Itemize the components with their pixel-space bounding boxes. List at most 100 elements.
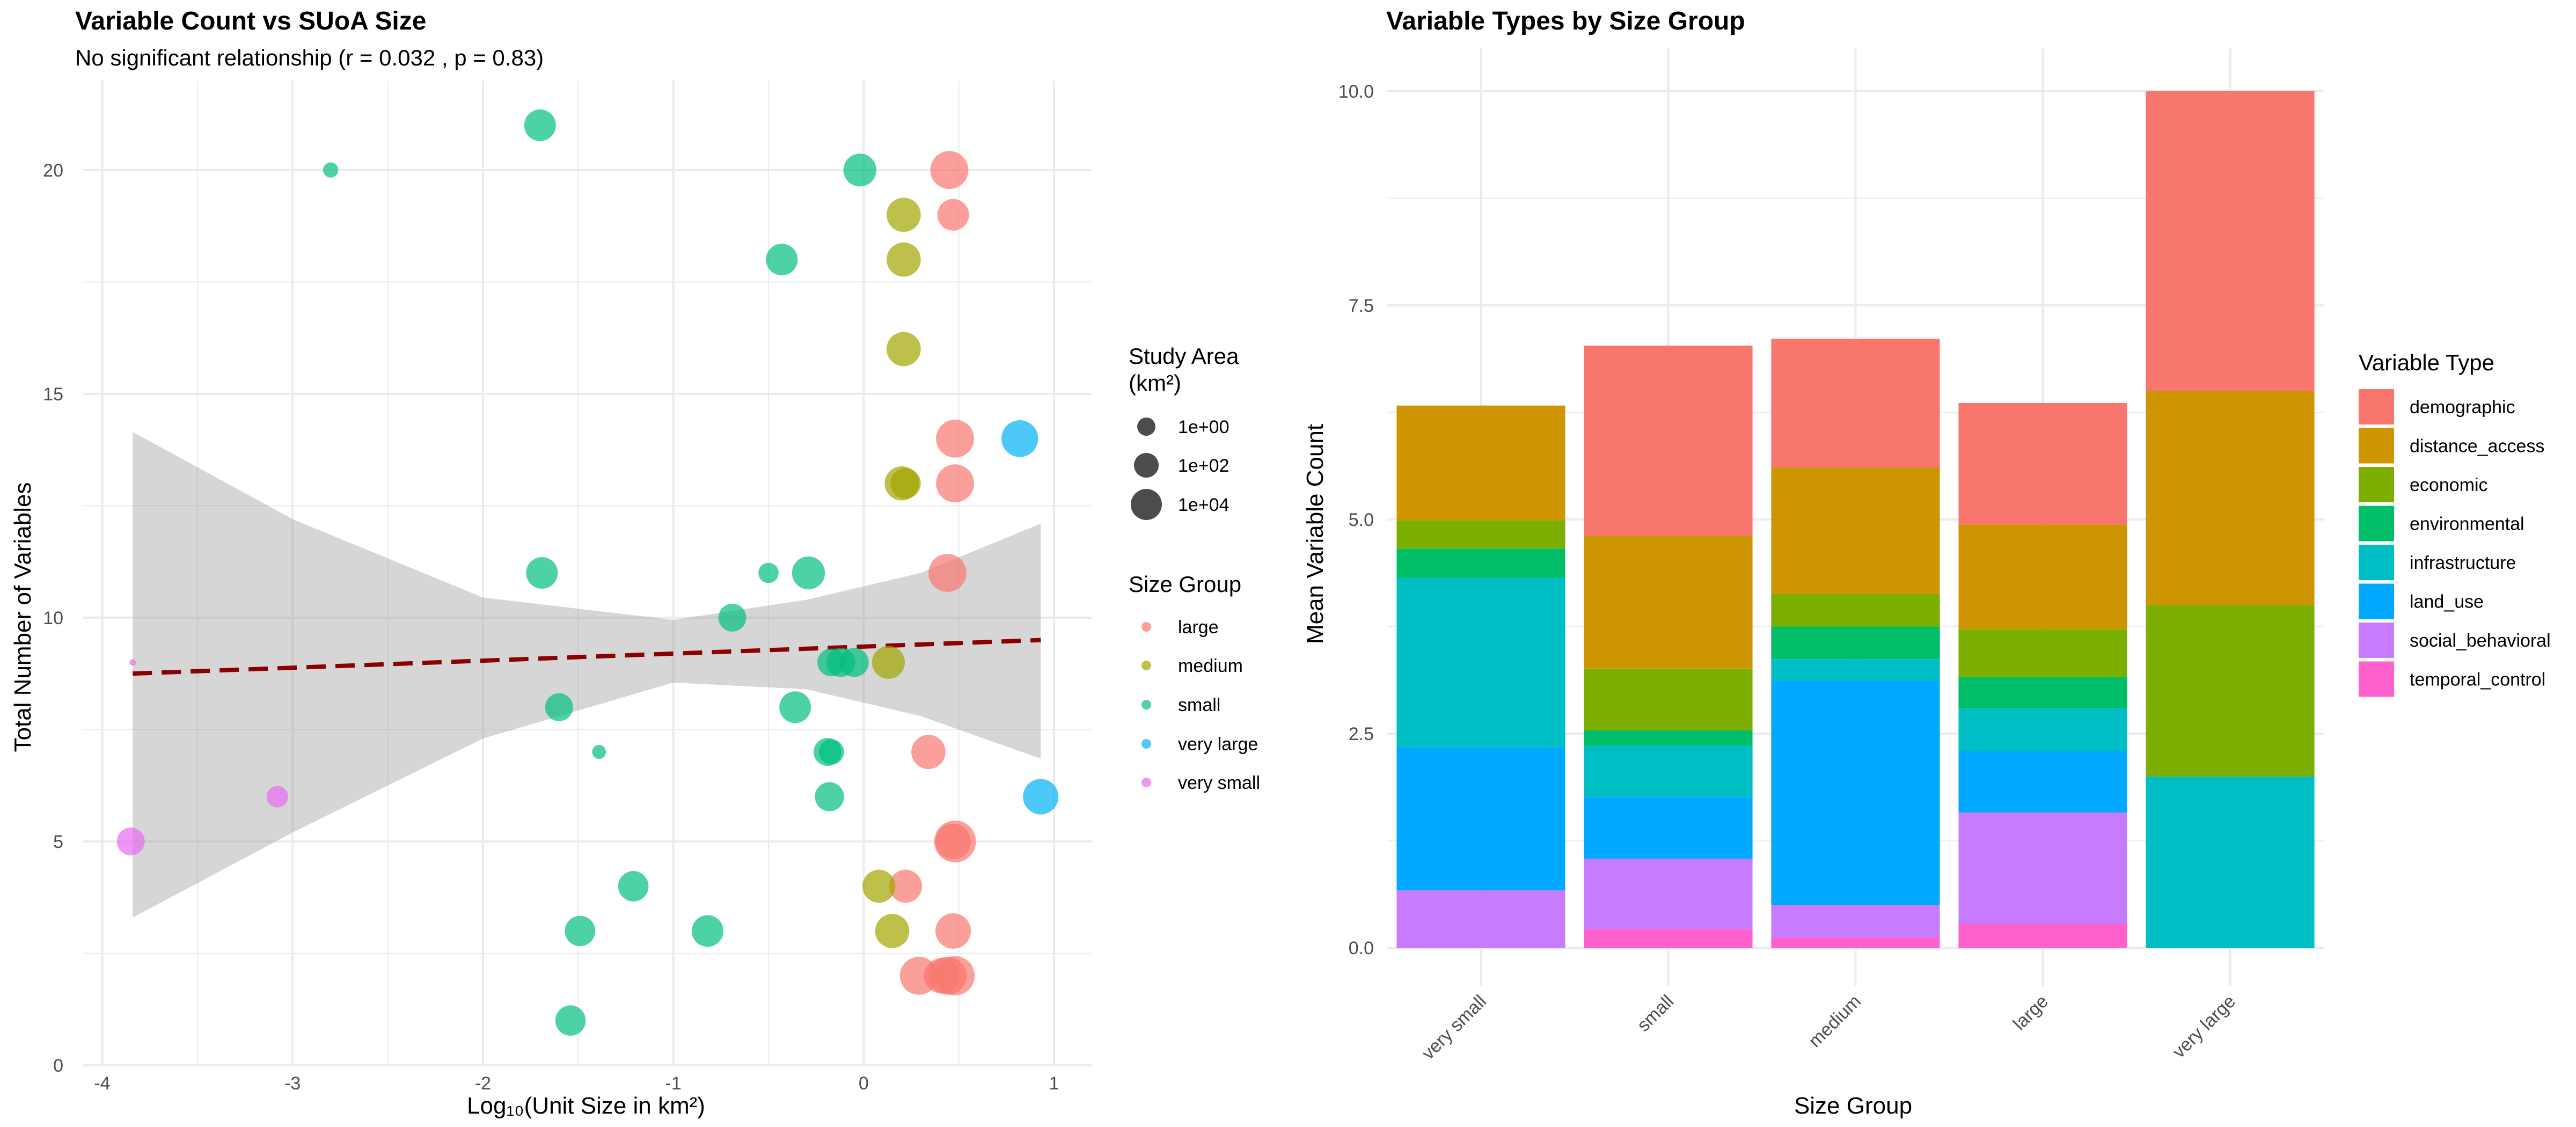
color-legend: Size Group large medium small very large… <box>1129 572 1260 793</box>
size-legend-key-medium <box>1134 453 1159 478</box>
x-tick-label: -3 <box>284 1073 301 1094</box>
scatter-point <box>1001 420 1038 457</box>
scatter-point <box>818 739 844 765</box>
bar-segment <box>2146 391 2315 605</box>
scatter-point <box>928 554 967 592</box>
bar-segment <box>1771 467 1940 594</box>
legend-key-swatch <box>2359 583 2394 619</box>
legend-key-swatch <box>2359 545 2394 580</box>
stacked-bar-panel: Variable Types by Size Group 0.0 2.5 5.0 7.… <box>1302 7 2324 1119</box>
scatter-point <box>691 915 723 947</box>
scatter-point <box>779 691 811 723</box>
trend-line <box>133 638 1041 676</box>
scatter-point <box>792 556 825 590</box>
y-tick-label: 5.0 <box>1349 510 1374 530</box>
x-tick-label: 0 <box>859 1073 869 1094</box>
bar-segment <box>1584 929 1753 948</box>
bar-segment <box>1396 577 1565 748</box>
bar-segment <box>1584 745 1753 797</box>
stacked-bars <box>1396 91 2315 948</box>
scatter-point <box>890 468 921 499</box>
scatter-point <box>886 197 921 232</box>
y-tick-label: 10 <box>43 608 63 628</box>
scatter-x-axis-label: Log₁₀(Unit Size in km²) <box>467 1093 705 1119</box>
scatter-point <box>936 464 975 503</box>
bar-segment <box>1958 402 2127 525</box>
bar-segment <box>1584 730 1753 746</box>
bar-segment <box>1958 751 2127 813</box>
scatter-point <box>618 871 649 902</box>
bar-segment <box>1584 345 1753 536</box>
bar-segment <box>1396 890 1565 948</box>
scatter-point <box>1023 779 1059 815</box>
scatter-panel: Variable Count vs SUoA Size No significa… <box>10 7 1092 1119</box>
color-legend-key-large <box>1141 622 1151 632</box>
scatter-point <box>843 153 876 187</box>
bar-title: Variable Types by Size Group <box>1386 7 1745 35</box>
y-tick-label: 15 <box>43 384 63 405</box>
scatter-point <box>872 646 905 679</box>
y-tick-label: 2.5 <box>1349 724 1374 744</box>
bar-segment <box>1958 677 2127 708</box>
x-tick-label: 1 <box>1049 1073 1059 1094</box>
size-legend-key-large <box>1131 489 1162 520</box>
legend-key-swatch <box>2359 506 2394 541</box>
color-legend-key-medium <box>1141 661 1151 670</box>
scatter-point <box>937 199 969 231</box>
scatter-point <box>862 869 896 903</box>
size-legend-title-line2: (km²) <box>1129 370 1181 396</box>
scatter-point <box>592 745 606 759</box>
y-tick-label: 7.5 <box>1349 296 1374 316</box>
bar-segment <box>1584 536 1753 669</box>
size-legend-key-small <box>1137 418 1155 436</box>
bar-segment <box>1396 747 1565 891</box>
legend-key-swatch <box>2359 389 2394 425</box>
scatter-point <box>935 956 975 996</box>
y-tick-label: 0 <box>53 1056 63 1076</box>
y-tick-label: 0.0 <box>1349 938 1374 958</box>
bar-segment <box>1771 626 1940 660</box>
bar-segment <box>1958 708 2127 751</box>
legend-key-swatch <box>2359 428 2394 464</box>
variable-type-legend-title: Variable Type <box>2359 350 2494 375</box>
scatter-point <box>911 735 946 769</box>
scatter-point <box>545 693 573 721</box>
bar-segment <box>2146 91 2315 391</box>
bar-segment <box>2146 776 2315 948</box>
scatter-subtitle: No significant relationship (r = 0.032 ,… <box>75 45 544 70</box>
color-legend-label: small <box>1178 695 1220 715</box>
scatter-point <box>935 823 971 859</box>
scatter-point <box>936 419 975 458</box>
color-legend-label: large <box>1178 617 1219 638</box>
bar-segment <box>1771 905 1940 938</box>
size-legend-label: 1e+04 <box>1178 495 1230 515</box>
size-legend-label: 1e+02 <box>1178 456 1230 476</box>
size-legend-label: 1e+00 <box>1178 417 1230 437</box>
scatter-gridlines <box>83 80 1092 1066</box>
scatter-point <box>886 242 921 277</box>
legend-key-swatch <box>2359 467 2394 502</box>
color-legend-key-very-small <box>1141 778 1151 787</box>
bar-segment <box>1584 797 1753 859</box>
legend-key-label: temporal_control <box>2410 670 2545 690</box>
bar-segment <box>1396 405 1565 521</box>
color-legend-key-very-large <box>1141 739 1151 749</box>
scatter-point <box>815 782 844 811</box>
y-tick-label: 10.0 <box>1338 82 1374 102</box>
bar-segment <box>2146 605 2315 777</box>
bar-segment <box>1958 629 2127 677</box>
legend-key-label: distance_access <box>2410 436 2544 457</box>
scatter-point <box>555 1005 586 1036</box>
bar-segment <box>1958 524 2127 630</box>
bar-segment <box>1958 812 2127 924</box>
scatter-point <box>935 913 971 949</box>
legend-key-label: infrastructure <box>2410 553 2516 573</box>
scatter-point <box>930 151 969 189</box>
bar-segment <box>1771 938 1940 948</box>
bar-segment <box>1396 520 1565 549</box>
scatter-point <box>839 648 869 677</box>
legend-key-label: economic <box>2410 475 2488 495</box>
bar-segment <box>1771 594 1940 627</box>
